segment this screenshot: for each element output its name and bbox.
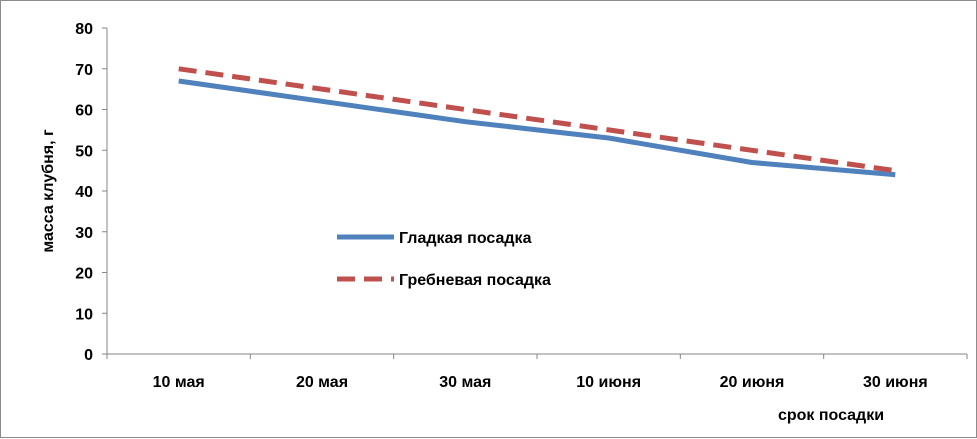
x-tick-label: 10 мая: [153, 374, 205, 391]
series-line-ridge: [178, 66, 896, 174]
y-tick-label: 0: [84, 347, 93, 364]
y-tick-label: 20: [75, 266, 93, 283]
y-tick-label: 40: [75, 184, 93, 201]
y-tick-label: 10: [75, 306, 93, 323]
y-axis-title: масса клубня, г: [40, 129, 57, 253]
y-tick-label: 30: [75, 225, 93, 242]
x-tick-label: 20 мая: [296, 374, 348, 391]
legend-label: Гребневая посадка: [399, 272, 551, 289]
x-tick-label: 20 июня: [720, 374, 785, 391]
axes: [102, 27, 968, 359]
legend-label: Гладкая посадка: [399, 230, 532, 247]
y-tick-label: 70: [75, 62, 93, 79]
x-tick-label: 30 мая: [439, 374, 491, 391]
x-axis-title: срок посадки: [778, 407, 884, 424]
x-tick-label: 10 июня: [576, 374, 641, 391]
y-tick-label: 60: [75, 103, 93, 120]
tick-labels: 0 10 20 30 40 50 60 70 80 10 мая 20 мая 30 мая 10 ию…: [75, 21, 928, 391]
y-tick-label: 80: [75, 21, 93, 38]
y-tick-label: 50: [75, 143, 93, 160]
series-line-smooth: [178, 78, 896, 178]
legend: Гладкая посадка Гребневая посадка: [337, 230, 551, 289]
x-tick-label: 30 июня: [863, 374, 928, 391]
series-lines: [178, 66, 896, 178]
